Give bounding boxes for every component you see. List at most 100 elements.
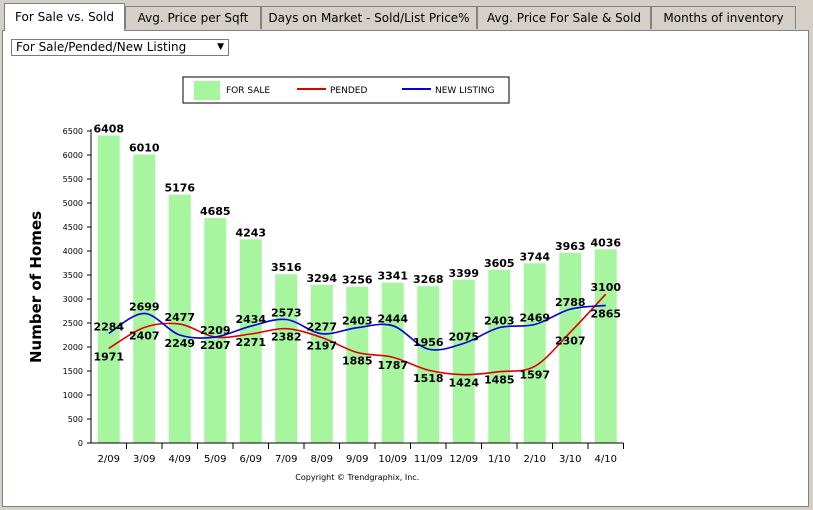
chevron-down-icon: ▼: [217, 42, 224, 52]
y-tick-label: 1500: [63, 367, 83, 376]
tab-avg-price-for-sale-and-sold[interactable]: Avg. Price For Sale & Sold: [477, 6, 651, 29]
y-tick-label: 5500: [63, 175, 83, 184]
data-label-pended: 2307: [555, 334, 586, 347]
data-label-for-sale: 6408: [93, 122, 124, 135]
data-label-for-sale: 3516: [271, 261, 302, 274]
data-label-for-sale: 3294: [306, 272, 337, 285]
line-new-listing: [108, 304, 606, 351]
data-label-new-listing: 2469: [519, 311, 550, 324]
x-tick-label: 4/10: [595, 454, 617, 465]
data-label-pended: 1787: [377, 359, 408, 372]
data-label-pended: 1971: [93, 350, 124, 363]
bar-for-sale: [346, 286, 369, 443]
x-tick-label: 2/09: [98, 454, 120, 465]
data-label-for-sale: 4685: [200, 205, 231, 218]
tab-for-sale-vs-sold[interactable]: For Sale vs. Sold: [4, 3, 125, 31]
data-label-pended: 1485: [484, 374, 515, 387]
chart-type-dropdown[interactable]: For Sale/Pended/New Listing ▼: [11, 39, 229, 56]
line-pended: [108, 293, 607, 376]
data-label-for-sale: 3605: [484, 257, 515, 270]
data-label-pended: 2477: [164, 311, 195, 324]
y-tick-label: 0: [78, 439, 83, 448]
bar-for-sale: [381, 282, 404, 443]
data-label-new-listing: 2284: [93, 320, 124, 333]
tab-days-on-market[interactable]: Days on Market - Sold/List Price%: [261, 6, 477, 29]
data-label-pended: 2407: [129, 329, 160, 342]
data-label-new-listing: 2444: [377, 313, 408, 326]
bar-for-sale: [488, 269, 511, 443]
data-label-new-listing: 2075: [448, 330, 479, 343]
dropdown-selected-value: For Sale/Pended/New Listing: [16, 40, 187, 54]
bar-for-sale: [559, 252, 582, 443]
x-tick-label: 4/09: [169, 454, 191, 465]
x-tick-label: 10/09: [378, 454, 407, 465]
legend-label-for-sale: FOR SALE: [226, 86, 270, 96]
bar-for-sale: [523, 263, 546, 443]
data-label-for-sale: 3963: [555, 240, 586, 253]
y-tick-label: 5000: [63, 199, 83, 208]
data-label-new-listing: 2573: [271, 306, 302, 319]
chart-svg: FOR SALE PENDED NEW LISTING Number of Homes…: [27, 76, 624, 482]
data-label-for-sale: 4243: [235, 226, 266, 239]
data-label-for-sale: 3399: [448, 267, 479, 280]
data-label-pended: 1424: [448, 377, 479, 390]
y-tick-label: 500: [68, 415, 83, 424]
bar-for-sale: [133, 154, 156, 443]
bar-for-sale: [204, 218, 227, 443]
data-label-for-sale: 3341: [377, 270, 408, 283]
tab-months-of-inventory[interactable]: Months of inventory: [651, 6, 796, 29]
data-label-new-listing: 2403: [484, 315, 515, 328]
x-tick-label: 8/09: [311, 454, 333, 465]
y-tick-label: 6000: [63, 151, 83, 160]
legend-label-pended: PENDED: [330, 86, 367, 96]
x-tick-label: 12/09: [449, 454, 478, 465]
data-label-pended: 2382: [271, 331, 302, 344]
y-tick-label: 6500: [63, 127, 83, 136]
bar-for-sale: [452, 279, 475, 443]
data-label-new-listing: 2277: [306, 321, 337, 334]
data-label-for-sale: 3268: [413, 273, 444, 286]
data-label-new-listing: 2865: [590, 307, 621, 320]
legend-box: [182, 76, 510, 104]
y-tick-label: 4000: [63, 247, 83, 256]
x-tick-label: 5/09: [204, 454, 226, 465]
bar-for-sale: [310, 284, 333, 443]
bar-for-sale: [168, 194, 191, 443]
data-label-new-listing: 1956: [413, 336, 444, 349]
data-label-pended: 2271: [235, 336, 266, 349]
y-tick-label: 2500: [63, 319, 83, 328]
data-label-new-listing: 2207: [200, 339, 231, 352]
data-label-pended: 1518: [413, 372, 444, 385]
y-tick-label: 2000: [63, 343, 83, 352]
x-tick-label: 3/10: [559, 454, 581, 465]
data-label-new-listing: 2788: [555, 296, 586, 309]
chart-panel: For Sale/Pended/New Listing ▼ FOR SALE PE…: [2, 30, 809, 507]
data-label-pended: 1885: [342, 355, 373, 368]
x-tick-label: 6/09: [240, 454, 262, 465]
tab-avg-price-per-sqft[interactable]: Avg. Price per Sqft: [125, 6, 261, 29]
bar-for-sale: [594, 249, 617, 443]
copyright-text: Copyright © Trendgraphix, Inc.: [295, 473, 419, 482]
bar-for-sale: [275, 274, 298, 443]
data-label-for-sale: 3744: [519, 250, 550, 263]
y-tick-label: 3500: [63, 271, 83, 280]
data-label-pended: 2209: [200, 324, 231, 337]
data-label-new-listing: 2699: [129, 300, 160, 313]
data-label-pended: 2197: [306, 340, 337, 353]
data-label-new-listing: 2249: [164, 337, 195, 350]
tab-bar: For Sale vs. Sold Avg. Price per Sqft Da…: [0, 0, 813, 31]
legend-swatch-for-sale: [194, 81, 220, 100]
data-label-for-sale: 4036: [590, 236, 621, 249]
data-label-for-sale: 5176: [164, 182, 195, 195]
bar-for-sale: [417, 286, 440, 443]
x-tick-label: 1/10: [488, 454, 510, 465]
x-tick-label: 9/09: [346, 454, 368, 465]
legend-label-new-listing: NEW LISTING: [435, 86, 494, 96]
data-label-for-sale: 6010: [129, 142, 160, 155]
bar-for-sale: [97, 135, 120, 444]
y-tick-label: 1000: [63, 391, 83, 400]
data-label-pended: 1597: [519, 368, 550, 381]
x-tick-label: 3/09: [133, 454, 155, 465]
data-label-pended: 3100: [590, 281, 621, 294]
bar-for-sale: [239, 239, 262, 443]
